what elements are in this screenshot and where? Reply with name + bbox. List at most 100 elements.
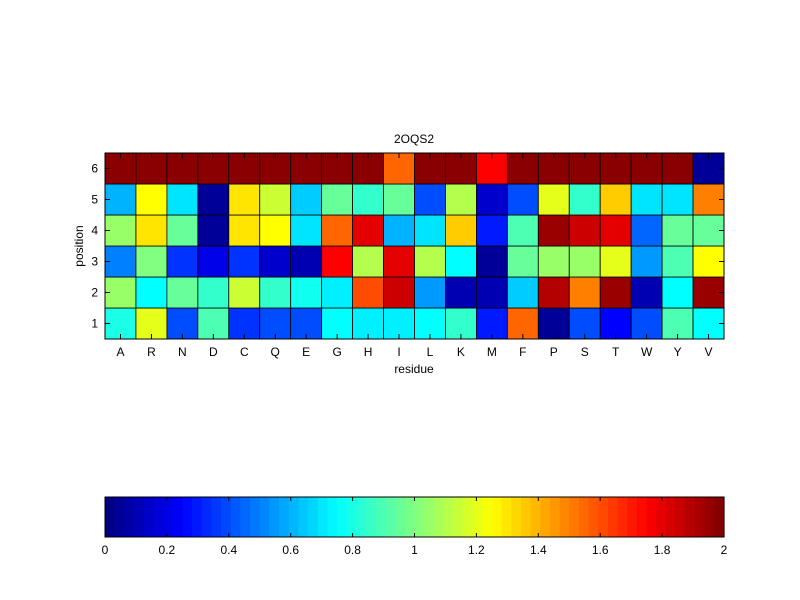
heatmap-cell-W-4 — [630, 214, 663, 247]
heatmap-cell-F-5 — [506, 183, 539, 216]
colorbar-band — [588, 497, 599, 537]
colorbar-band — [511, 497, 522, 537]
colorbar-band — [143, 497, 154, 537]
heatmap-cell-Q-5 — [259, 183, 292, 216]
colorbar-band — [288, 497, 300, 537]
heatmap-cell-H-5 — [352, 183, 384, 216]
heatmap-cell-R-4 — [135, 214, 168, 247]
heatmap-cell-M-6 — [475, 152, 508, 185]
colorbar-band — [308, 497, 319, 537]
colorbar-band — [182, 497, 193, 537]
colorbar-band — [559, 497, 570, 537]
colorbar-tick-label: 2 — [721, 543, 728, 557]
heatmap-cell-P-5 — [537, 183, 570, 216]
heatmap-cell-K-5 — [445, 183, 477, 216]
colorbar-band — [337, 497, 348, 537]
heatmap-cell-F-6 — [506, 152, 539, 185]
heatmap-cell-R-2 — [135, 276, 168, 309]
colorbar-band — [230, 497, 241, 537]
heatmap-cell-N-4 — [166, 214, 199, 247]
heatmap-cell-T-2 — [599, 276, 632, 309]
colorbar-band — [636, 497, 648, 537]
heatmap-cell-H-3 — [352, 245, 384, 278]
colorbar-band — [414, 497, 425, 537]
colorbar-band — [240, 497, 251, 537]
heatmap-cell-I-3 — [383, 245, 415, 278]
x-tick-label: K — [457, 345, 465, 359]
heatmap-cell-R-5 — [135, 183, 168, 216]
colorbar-band — [134, 497, 145, 537]
chart-title: 2OQS2 — [394, 132, 434, 146]
heatmap-cell-D-4 — [197, 214, 230, 247]
x-tick-label: M — [487, 345, 497, 359]
heatmap-cell-W-5 — [630, 183, 663, 216]
colorbar-band — [675, 497, 686, 537]
heatmap-cell-G-5 — [321, 183, 353, 216]
heatmap-cell-F-3 — [506, 245, 539, 278]
colorbar-band — [105, 497, 116, 537]
heatmap-cell-C-5 — [228, 183, 261, 216]
x-axis-label: residue — [394, 362, 434, 376]
heatmap-cell-R-1 — [135, 307, 168, 340]
colorbar-band — [704, 497, 715, 537]
heatmap-cell-Q-6 — [259, 152, 292, 185]
colorbar-band — [627, 497, 638, 537]
colorbar-band — [124, 497, 135, 537]
colorbar-band — [250, 497, 261, 537]
x-tick-label: P — [550, 345, 558, 359]
colorbar-band — [163, 497, 174, 537]
heatmap-cell-M-4 — [475, 214, 508, 247]
colorbar-band — [424, 497, 435, 537]
x-tick-label: N — [178, 345, 187, 359]
heatmap-cell-C-4 — [228, 214, 261, 247]
x-tick-label: L — [427, 345, 434, 359]
x-tick-label: G — [332, 345, 341, 359]
colorbar-band — [153, 497, 164, 537]
colorbar-band — [530, 497, 541, 537]
colorbar-band — [607, 497, 619, 537]
heatmap-cell-N-3 — [166, 245, 199, 278]
heatmap-cell-Q-1 — [259, 307, 292, 340]
heatmap-cell-A-6 — [104, 152, 137, 185]
heatmap-cell-S-3 — [568, 245, 601, 278]
colorbar-band — [172, 497, 183, 537]
colorbar-band — [540, 497, 551, 537]
heatmap-cell-I-4 — [383, 214, 415, 247]
colorbar-band — [472, 497, 483, 537]
heatmap-cell-I-2 — [383, 276, 415, 309]
heatmap-cell-V-6 — [692, 152, 725, 185]
heatmap-cell-N-5 — [166, 183, 199, 216]
colorbar-band — [520, 497, 532, 537]
colorbar-band — [491, 497, 503, 537]
colorbar-band — [665, 497, 677, 537]
heatmap-cell-H-2 — [352, 276, 384, 309]
colorbar-band — [443, 497, 454, 537]
y-tick-label: 5 — [91, 193, 98, 207]
colorbar-ticks: 0 0.2 0.4 0.6 0.8 1 1.2 1.4 1.6 1.8 2 — [102, 497, 728, 557]
heatmap-cell-G-6 — [321, 152, 353, 185]
x-tick-label: E — [302, 345, 310, 359]
heatmap-cell-L-3 — [414, 245, 446, 278]
colorbar-band — [221, 497, 232, 537]
colorbar-band — [646, 497, 657, 537]
heatmap-cell-E-5 — [290, 183, 323, 216]
heatmap-cell-M-2 — [475, 276, 508, 309]
x-tick-label: F — [519, 345, 526, 359]
heatmap-cell-E-3 — [290, 245, 323, 278]
heatmap-cell-D-3 — [197, 245, 230, 278]
heatmap-cell-I-6 — [383, 152, 415, 185]
colorbar-band — [569, 497, 580, 537]
y-tick-label: 2 — [91, 286, 98, 300]
x-tick-label: D — [209, 345, 218, 359]
colorbar-tick-label: 0.6 — [282, 543, 299, 557]
heatmap-cells — [104, 152, 725, 340]
colorbar-band — [114, 497, 125, 537]
colorbar-tick-label: 1.8 — [654, 543, 671, 557]
colorbar-tick-label: 0.4 — [220, 543, 237, 557]
heatmap-cell-E-2 — [290, 276, 323, 309]
colorbar-band — [259, 497, 271, 537]
heatmap-cell-P-3 — [537, 245, 570, 278]
heatmap-cell-T-4 — [599, 214, 632, 247]
heatmap-cell-V-1 — [692, 307, 725, 340]
